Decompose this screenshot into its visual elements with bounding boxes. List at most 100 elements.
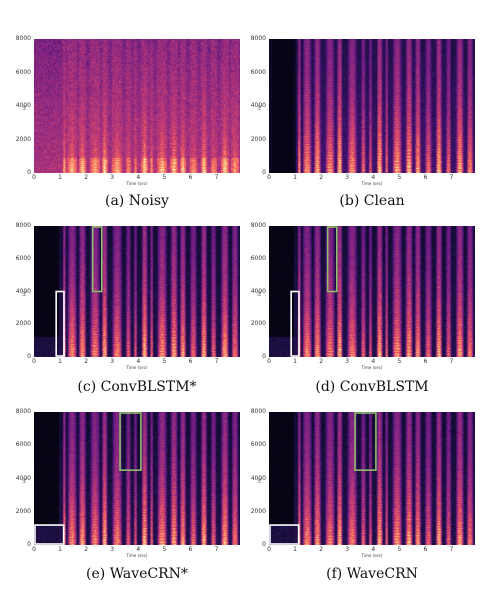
- x-tick-label: 2: [84, 358, 89, 365]
- y-tick-label: 8000: [250, 35, 266, 42]
- x-tick-label: 0: [267, 358, 271, 365]
- x-tick-label: 5: [397, 174, 402, 181]
- highlight-overlay: [34, 412, 142, 545]
- x-tick-label: 1: [293, 174, 297, 181]
- panel-caption: (b) Clean: [339, 193, 405, 209]
- panel-caption: (c) ConvBLSTM*: [77, 379, 197, 395]
- x-tick-label: 3: [110, 546, 115, 553]
- x-tick-label: 5: [162, 174, 167, 181]
- x-tick-label: 2: [319, 174, 324, 181]
- highlight-box-1: [354, 412, 377, 471]
- x-tick-label: 6: [423, 546, 428, 553]
- x-tick-label: 4: [136, 358, 141, 365]
- y-tick-label: 4000: [250, 102, 266, 109]
- x-tick-label: 0: [32, 174, 36, 181]
- y-axis-label: Hz: [257, 290, 262, 296]
- panel-caption: (e) WaveCRN*: [86, 566, 188, 582]
- y-tick-label: 4000: [250, 474, 266, 482]
- y-axis-label: Hz: [22, 104, 27, 110]
- y-tick-label: 8000: [15, 222, 31, 229]
- x-tick-label: 7: [449, 174, 454, 181]
- y-tick-label: 4000: [250, 287, 266, 295]
- highlight-box-1: [119, 412, 142, 471]
- x-tick-label: 6: [423, 358, 428, 365]
- y-tick-label: 4000: [15, 287, 31, 295]
- x-tick-label: 3: [345, 174, 350, 181]
- x-tick-label: 7: [214, 546, 219, 553]
- x-tick-label: 2: [319, 546, 324, 553]
- spectrogram-heatmap-c: [34, 226, 240, 357]
- y-tick-label: 2000: [250, 507, 266, 515]
- y-tick-label: 8000: [250, 222, 266, 229]
- x-tick-label: 4: [136, 174, 141, 181]
- y-tick-label: 4000: [15, 102, 31, 109]
- highlight-box-0: [269, 524, 300, 545]
- y-axis-label: Hz: [257, 104, 262, 110]
- highlight-box-1: [91, 226, 103, 293]
- x-axis-label: Time (sec): [361, 181, 383, 186]
- x-tick-label: 5: [162, 358, 167, 365]
- y-axis-label: Hz: [22, 477, 27, 483]
- x-tick-label: 7: [214, 174, 219, 181]
- x-axis-label: Time (sec): [361, 365, 383, 370]
- y-tick-label: 2000: [15, 320, 31, 328]
- highlight-box-1: [326, 226, 338, 293]
- x-tick-label: 1: [293, 546, 297, 553]
- y-tick-label: 6000: [250, 441, 266, 449]
- highlight-box-0: [34, 524, 65, 545]
- y-tick-label: 6000: [15, 441, 31, 449]
- y-tick-label: 0: [262, 353, 266, 360]
- x-tick-label: 6: [188, 546, 193, 553]
- y-tick-label: 6000: [15, 68, 31, 76]
- x-tick-label: 0: [32, 546, 36, 553]
- x-axis-label: Time (sec): [126, 365, 148, 370]
- x-tick-label: 2: [84, 174, 89, 181]
- x-tick-label: 1: [58, 174, 62, 181]
- y-tick-label: 0: [27, 169, 31, 176]
- y-tick-label: 2000: [15, 135, 31, 143]
- x-tick-label: 6: [188, 174, 193, 181]
- y-tick-label: 0: [27, 353, 31, 360]
- y-tick-label: 2000: [15, 507, 31, 515]
- panel-caption: (d) ConvBLSTM: [315, 379, 429, 395]
- x-tick-label: 7: [449, 358, 454, 365]
- x-tick-label: 4: [136, 546, 141, 553]
- x-tick-label: 0: [267, 546, 271, 553]
- y-axis-label: Hz: [257, 477, 262, 483]
- highlight-overlay: [290, 226, 338, 357]
- panel-caption: (a) Noisy: [105, 193, 169, 209]
- spectrogram-heatmap-b: [269, 39, 475, 173]
- y-tick-label: 8000: [15, 408, 31, 415]
- panel-caption: (f) WaveCRN: [326, 566, 418, 582]
- x-axis-label: Time (sec): [126, 553, 148, 558]
- x-tick-label: 1: [293, 358, 297, 365]
- y-tick-label: 6000: [250, 254, 266, 262]
- x-tick-label: 4: [371, 174, 376, 181]
- x-tick-label: 7: [449, 546, 454, 553]
- x-tick-label: 5: [397, 358, 402, 365]
- highlight-overlay: [269, 412, 377, 545]
- y-tick-label: 8000: [250, 408, 266, 415]
- x-tick-label: 2: [319, 358, 324, 365]
- spectrogram-heatmap-d: [269, 226, 475, 357]
- x-axis-label: Time (sec): [126, 181, 148, 186]
- x-tick-label: 0: [267, 174, 271, 181]
- highlight-box-0: [290, 290, 300, 357]
- spectrogram-heatmap-e: [34, 412, 240, 545]
- x-tick-label: 0: [32, 358, 36, 365]
- spectrogram-heatmap-a: [34, 39, 240, 173]
- highlight-box-0: [55, 290, 65, 357]
- x-tick-label: 3: [345, 358, 350, 365]
- x-tick-label: 7: [214, 358, 219, 365]
- x-tick-label: 3: [110, 174, 115, 181]
- y-tick-label: 0: [262, 541, 266, 548]
- y-tick-label: 6000: [15, 254, 31, 262]
- y-tick-label: 0: [27, 541, 31, 548]
- x-tick-label: 1: [58, 546, 62, 553]
- x-tick-label: 5: [162, 546, 167, 553]
- x-tick-label: 4: [371, 358, 376, 365]
- y-tick-label: 2000: [250, 320, 266, 328]
- y-tick-label: 2000: [250, 135, 266, 143]
- x-tick-label: 1: [58, 358, 62, 365]
- x-tick-label: 5: [397, 546, 402, 553]
